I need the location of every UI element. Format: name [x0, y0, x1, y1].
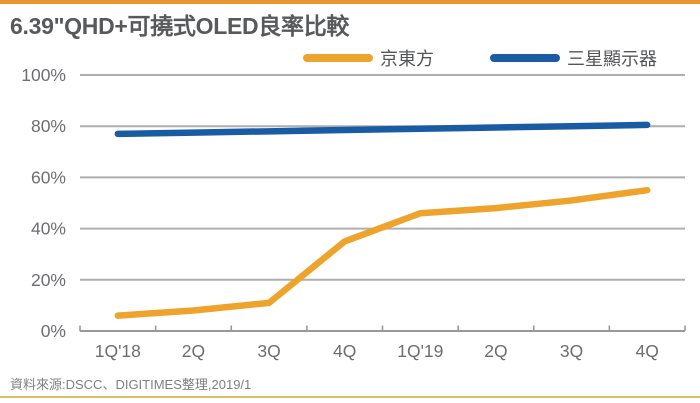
x-axis-label: 3Q: [560, 341, 583, 361]
page-title: 6.39"QHD+可撓式OLED良率比較: [10, 13, 350, 39]
y-axis-label: 60%: [31, 167, 66, 187]
y-axis-label: 100%: [21, 65, 66, 85]
top-accent-bar: [0, 0, 700, 4]
y-axis-label: 20%: [31, 270, 66, 290]
legend-swatch-samsung: [490, 54, 560, 62]
y-axis-label: 40%: [31, 219, 66, 239]
x-axis-label: 4Q: [333, 341, 356, 361]
x-axis-label: 3Q: [257, 341, 280, 361]
legend-item-samsung: 三星顯示器: [490, 45, 657, 71]
y-axis-label: 0%: [41, 321, 66, 341]
legend-swatch-boe: [303, 54, 373, 62]
x-axis-label: 4Q: [636, 341, 659, 361]
series-line-boe: [114, 186, 651, 319]
x-axis-label: 2Q: [182, 341, 205, 361]
chart-legend: 京東方 三星顯示器: [0, 45, 700, 69]
legend-label-samsung: 三星顯示器: [567, 49, 657, 69]
bottom-accent-line: [0, 396, 700, 398]
legend-item-boe: 京東方: [303, 45, 434, 71]
y-axis-label: 80%: [31, 116, 66, 136]
x-axis-label: 1Q'18: [95, 341, 141, 361]
x-axis-label: 1Q'19: [397, 341, 443, 361]
x-axis-label: 2Q: [484, 341, 507, 361]
legend-label-boe: 京東方: [380, 49, 434, 69]
source-note: 資料來源:DSCC、DIGITIMES整理,2019/1: [10, 377, 252, 392]
series-line-samsung: [114, 121, 651, 138]
